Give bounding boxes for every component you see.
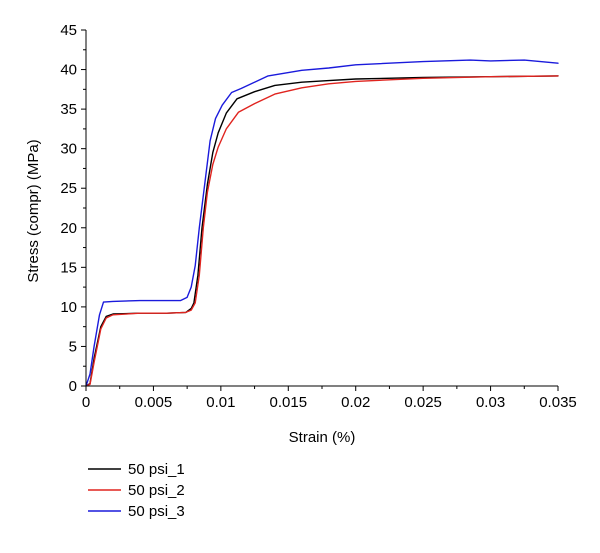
- x-tick-label: 0.035: [539, 394, 577, 411]
- series-line-3: [85, 59, 559, 387]
- x-tick-label: 0.03: [476, 394, 505, 411]
- y-tick-label: 45: [60, 22, 77, 39]
- x-axis-label: Strain (%): [289, 429, 356, 446]
- legend-item: 50 psi_3: [88, 503, 185, 520]
- y-tick-label: 40: [60, 62, 77, 79]
- y-tick-label: 25: [60, 180, 77, 197]
- y-tick-label: 5: [69, 338, 77, 355]
- y-tick-label: 15: [60, 259, 77, 276]
- legend-label: 50 psi_1: [128, 461, 185, 478]
- legend-label: 50 psi_3: [128, 503, 185, 520]
- legend-item: 50 psi_2: [88, 482, 185, 499]
- series-line-2: [85, 75, 559, 387]
- series-layer: [85, 59, 559, 387]
- x-tick-label: 0.005: [135, 394, 173, 411]
- legend: 50 psi_1 50 psi_2 50 psi_3: [88, 461, 185, 520]
- y-tick-label: 35: [60, 101, 77, 118]
- y-axis-label: Stress (compr) (MPa): [25, 139, 42, 282]
- x-tick-label: 0.01: [206, 394, 235, 411]
- legend-label: 50 psi_2: [128, 482, 185, 499]
- x-tick-label: 0.025: [404, 394, 442, 411]
- y-tick-label: 10: [60, 299, 77, 316]
- x-tick-label: 0.02: [341, 394, 370, 411]
- series-line-1: [85, 75, 559, 387]
- legend-item: 50 psi_1: [88, 461, 185, 478]
- axes: 0 5 10 15 20 25 30 35 40 45 0 0.005 0.01 0.015 0.02 0.0…: [60, 22, 576, 411]
- y-tick-label: 30: [60, 141, 77, 158]
- y-tick-label: 20: [60, 220, 77, 237]
- y-tick-label: 0: [69, 378, 77, 395]
- x-tick-label: 0: [82, 394, 90, 411]
- x-tick-label: 0.015: [270, 394, 308, 411]
